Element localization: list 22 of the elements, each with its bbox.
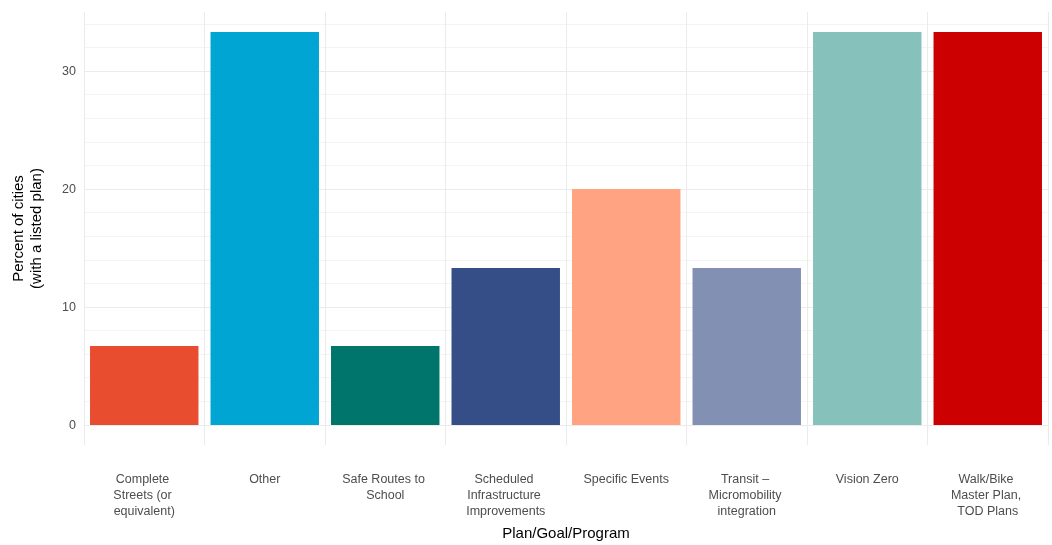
x-tick-label: Transit – Micromobility integration — [708, 472, 785, 518]
y-tick-label: 30 — [62, 63, 77, 78]
bar — [813, 32, 922, 425]
y-axis-title: Percent of cities (with a listed plan) — [8, 168, 44, 289]
bar — [933, 32, 1042, 425]
bar — [90, 345, 199, 425]
bar — [692, 268, 801, 425]
bar — [331, 345, 440, 425]
x-tick-label: Walk/Bike Master Plan, TOD Plans — [950, 472, 1025, 518]
x-tick-label: Safe Routes to School — [342, 472, 429, 502]
bar — [451, 268, 560, 425]
bar — [572, 188, 681, 425]
x-tick-label: Complete Streets (or equivalent) — [113, 472, 176, 518]
x-tick-label: Vision Zero — [835, 472, 899, 486]
x-tick-label: Scheduled Infrastructure Improvements — [466, 472, 546, 518]
x-tick-label: Specific Events — [583, 472, 669, 486]
x-tick-label: Other — [249, 472, 281, 486]
y-tick-label: 10 — [62, 299, 77, 314]
y-tick-label: 20 — [62, 181, 77, 196]
bar — [210, 32, 319, 425]
x-axis-title: Plan/Goal/Program — [502, 524, 630, 541]
y-tick-label: 0 — [69, 417, 77, 432]
